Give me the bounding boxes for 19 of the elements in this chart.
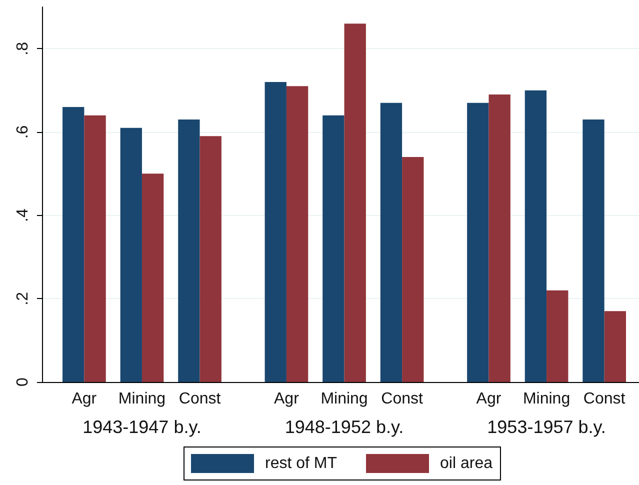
y-tick-label: .4 xyxy=(14,208,32,222)
y-tick-label: .2 xyxy=(14,292,32,306)
x-tick-label: Const xyxy=(381,390,424,408)
x-tick-label: Agr xyxy=(72,390,98,408)
x-tick-label: Mining xyxy=(320,390,368,408)
x-tick-label: Const xyxy=(583,390,626,408)
text: 1943-1947 b.y. xyxy=(82,417,202,437)
legend-label: oil area xyxy=(440,455,493,472)
text: 1953-1957 b.y. xyxy=(487,417,606,437)
x-tick-label: Const xyxy=(178,390,222,408)
x-tick-label: Agr xyxy=(476,390,502,408)
text: 1948-1952 b.y. xyxy=(284,417,404,437)
y-tick-label: .6 xyxy=(14,125,32,139)
y-tick-label: .8 xyxy=(14,42,32,56)
x-tick-label: Mining xyxy=(118,390,166,408)
y-tick-label: 0 xyxy=(14,377,32,386)
x-tick-label: Agr xyxy=(274,390,300,408)
legend-label: rest of MT xyxy=(265,455,338,472)
x-tick-label: Mining xyxy=(522,390,570,408)
